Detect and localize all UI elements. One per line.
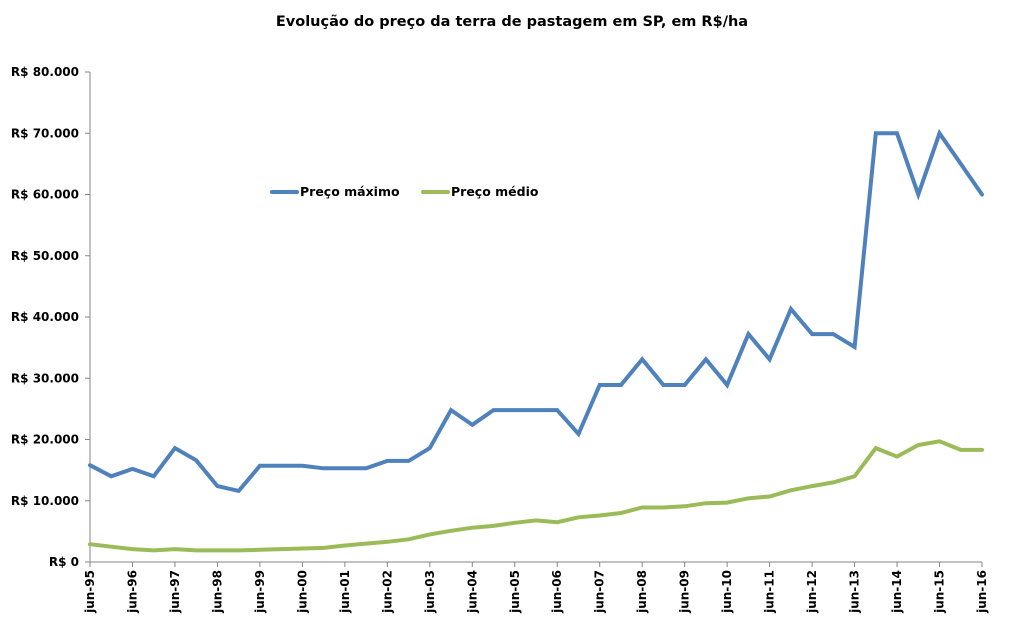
x-tick-label: jun-00: [295, 570, 309, 614]
x-tick-label: jun-15: [933, 570, 947, 614]
x-tick-label: jun-02: [380, 570, 394, 614]
x-tick-label: jun-03: [423, 570, 437, 614]
y-tick-label: R$ 80.000: [11, 65, 79, 79]
series-layer: [88, 128, 984, 553]
chart-title: Evolução do preço da terra de pastagem e…: [276, 14, 748, 30]
y-tick-label: R$ 20.000: [11, 433, 79, 447]
x-tick-label: jun-14: [890, 570, 904, 614]
x-tick-label: jun-01: [338, 570, 352, 614]
y-tick-label: R$ 0: [49, 555, 79, 569]
y-tick-label: R$ 60.000: [11, 188, 79, 202]
y-tick-label: R$ 70.000: [11, 126, 79, 140]
x-tick-label: jun-10: [720, 570, 734, 614]
x-tick-label: jun-11: [763, 570, 777, 614]
x-tick-label: jun-04: [465, 570, 479, 614]
x-tick-label: jun-95: [83, 570, 97, 614]
x-tick-label: jun-98: [210, 570, 224, 614]
y-tick-label: R$ 10.000: [11, 494, 79, 508]
x-tick-label: jun-06: [550, 570, 564, 614]
x-tick-label: jun-13: [848, 570, 862, 614]
x-tick-label: jun-99: [253, 570, 267, 614]
x-axis: jun-95 jun-96 jun-97 jun-98 jun-99 jun-00 jun-…: [83, 561, 989, 614]
x-tick-label: jun-12: [805, 570, 819, 614]
legend-label-preco-medio: Preço médio: [451, 184, 539, 199]
y-tick-label: R$ 30.000: [11, 371, 79, 385]
x-tick-label: jun-05: [508, 570, 522, 614]
series-line-preco-medio: [88, 439, 984, 553]
x-tick-label: jun-07: [593, 570, 607, 614]
legend: Preço máximo Preço médio: [270, 184, 539, 199]
x-tick-label: jun-16: [975, 570, 989, 614]
x-tick-label: jun-09: [678, 570, 692, 614]
y-tick-label: R$ 50.000: [11, 249, 79, 263]
legend-label-preco-maximo: Preço máximo: [300, 184, 400, 199]
y-axis: R$ 0 R$ 10.000 R$ 20.000 R$ 30.000 R$ 40.000…: [11, 65, 91, 569]
x-tick-label: jun-08: [635, 570, 649, 614]
x-tick-label: jun-96: [125, 570, 139, 614]
x-tick-label: jun-97: [168, 570, 182, 614]
y-tick-label: R$ 40.000: [11, 310, 79, 324]
